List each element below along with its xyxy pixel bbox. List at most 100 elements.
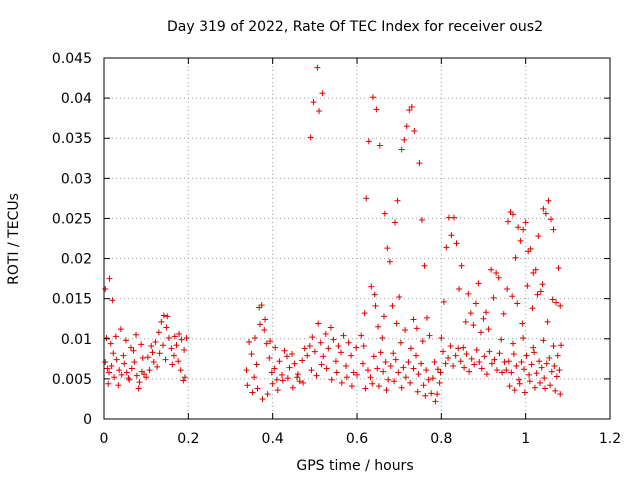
data-point	[477, 329, 484, 336]
data-point	[554, 352, 561, 359]
data-point	[180, 377, 187, 384]
data-point	[460, 344, 467, 351]
data-point	[128, 365, 135, 372]
data-point	[254, 385, 261, 392]
data-point	[281, 347, 288, 354]
data-point	[499, 369, 506, 376]
data-point	[377, 349, 384, 356]
data-point	[486, 348, 493, 355]
y-tick-label: 0.01	[61, 332, 92, 348]
data-point	[105, 380, 112, 387]
data-point	[317, 339, 324, 346]
data-point	[104, 365, 111, 372]
data-point	[416, 160, 423, 167]
data-point	[402, 374, 409, 381]
data-point	[536, 358, 543, 365]
data-point	[547, 216, 554, 223]
y-tick-label: 0.005	[52, 372, 92, 388]
data-point	[508, 369, 515, 376]
data-point	[413, 325, 420, 332]
data-point	[154, 363, 161, 370]
data-point	[338, 379, 345, 386]
data-point	[304, 352, 311, 359]
data-point	[408, 103, 415, 110]
data-point	[403, 123, 410, 130]
data-point	[551, 363, 558, 370]
data-point	[524, 282, 531, 289]
data-point	[267, 338, 274, 345]
data-point	[537, 379, 544, 386]
data-point	[485, 326, 492, 333]
data-point	[361, 310, 368, 317]
data-point	[300, 379, 307, 386]
data-point	[513, 363, 520, 370]
data-point	[258, 302, 265, 309]
data-point	[443, 244, 450, 251]
data-point	[177, 367, 184, 374]
data-point	[558, 342, 565, 349]
data-point	[116, 367, 123, 374]
data-point	[149, 349, 156, 356]
data-point	[264, 391, 271, 398]
data-point	[434, 391, 441, 398]
data-point	[423, 314, 430, 321]
data-point	[335, 342, 342, 349]
data-point	[170, 352, 177, 359]
data-point	[397, 339, 404, 346]
data-point	[520, 226, 527, 233]
data-point	[503, 367, 510, 374]
data-point	[420, 382, 427, 389]
data-point	[106, 369, 113, 376]
data-point	[540, 205, 547, 212]
data-point	[171, 333, 178, 340]
data-point	[491, 356, 498, 363]
data-point	[249, 389, 256, 396]
data-point	[301, 345, 308, 352]
data-point	[330, 336, 337, 343]
data-point	[310, 99, 317, 106]
data-point	[138, 341, 145, 348]
data-point	[544, 318, 551, 325]
data-point	[178, 336, 185, 343]
data-point	[523, 352, 530, 359]
data-point	[495, 274, 502, 281]
data-point	[274, 387, 281, 394]
data-point	[325, 345, 332, 352]
data-point	[261, 326, 268, 333]
data-point	[111, 374, 118, 381]
data-point	[370, 94, 377, 101]
data-point	[448, 232, 455, 239]
data-point	[348, 383, 355, 390]
data-point	[488, 266, 495, 273]
data-point	[362, 385, 369, 392]
data-point	[284, 375, 291, 382]
data-point	[402, 326, 409, 333]
data-point	[436, 379, 443, 386]
data-point	[173, 342, 180, 349]
data-point	[391, 378, 398, 385]
data-point	[557, 302, 564, 309]
data-point	[548, 368, 555, 375]
data-point	[369, 380, 376, 387]
data-point	[540, 337, 547, 344]
data-point	[272, 344, 279, 351]
data-point	[517, 237, 524, 244]
data-point	[121, 360, 128, 367]
data-point	[438, 334, 445, 341]
data-point	[289, 351, 296, 358]
data-point	[364, 367, 371, 374]
data-point	[269, 380, 276, 387]
data-point	[406, 107, 413, 114]
data-point	[390, 350, 397, 357]
data-point	[471, 361, 478, 368]
data-point	[251, 334, 258, 341]
data-point	[472, 300, 479, 307]
data-point	[393, 320, 400, 327]
data-point	[311, 348, 318, 355]
data-point	[309, 334, 316, 341]
data-point	[396, 294, 403, 301]
data-point	[413, 352, 420, 359]
data-point	[550, 226, 557, 233]
data-point	[108, 363, 115, 370]
